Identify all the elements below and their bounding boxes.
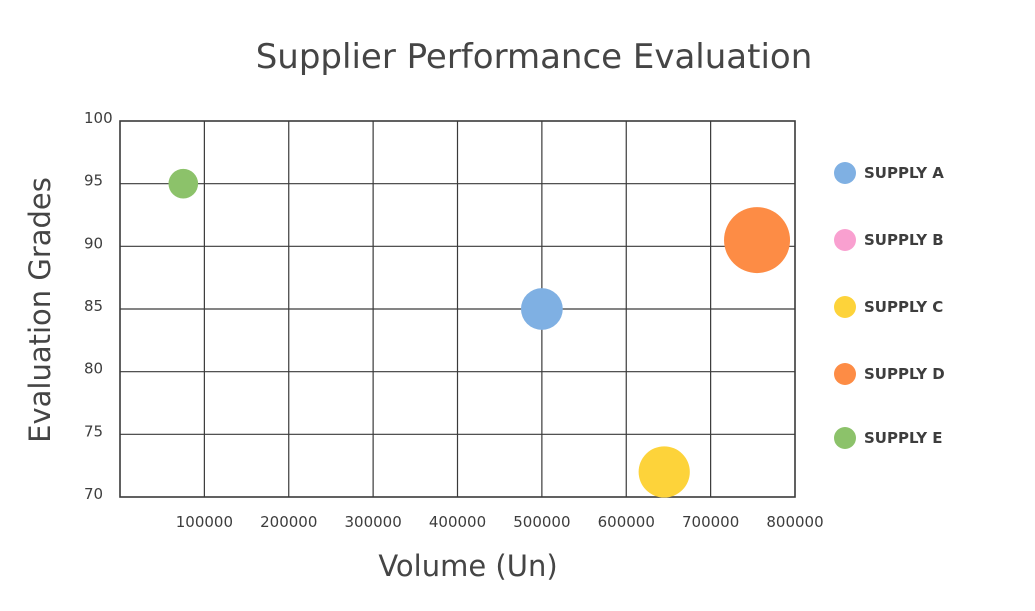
y-axis-title: Evaluation Grades bbox=[23, 177, 57, 443]
y-axis-ticks: 70 75 80 85 90 95 100 bbox=[84, 109, 113, 503]
legend-marker-supply-e bbox=[834, 427, 856, 449]
y-tick-label: 100 bbox=[84, 109, 113, 127]
legend-label-supply-d: SUPPLY D bbox=[864, 365, 945, 383]
legend-label-supply-e: SUPPLY E bbox=[864, 429, 943, 447]
x-tick-label: 200000 bbox=[260, 513, 317, 531]
x-tick-label: 600000 bbox=[598, 513, 655, 531]
grid-lines bbox=[119, 120, 796, 498]
x-axis-title: Volume (Un) bbox=[378, 549, 557, 583]
legend-marker-supply-b bbox=[834, 229, 856, 251]
y-tick-label: 85 bbox=[84, 297, 103, 315]
x-tick-label: 800000 bbox=[766, 513, 823, 531]
legend: SUPPLY A SUPPLY B SUPPLY C SUPPLY D SUPPLY E bbox=[834, 162, 945, 449]
y-tick-label: 90 bbox=[84, 234, 103, 252]
legend-label-supply-c: SUPPLY C bbox=[864, 298, 943, 316]
x-axis-ticks: 100000 200000 300000 400000 500000 600000 7000… bbox=[176, 513, 824, 531]
y-tick-label: 70 bbox=[84, 485, 103, 503]
bubbles bbox=[168, 168, 791, 498]
x-tick-label: 100000 bbox=[176, 513, 233, 531]
x-tick-label: 400000 bbox=[429, 513, 486, 531]
legend-marker-supply-a bbox=[834, 162, 856, 184]
x-tick-label: 700000 bbox=[682, 513, 739, 531]
y-tick-label: 75 bbox=[84, 422, 103, 440]
bubble-supply-a bbox=[520, 288, 563, 330]
legend-label-supply-b: SUPPLY B bbox=[864, 231, 944, 249]
x-tick-label: 500000 bbox=[513, 513, 570, 531]
bubble-supply-c bbox=[638, 446, 690, 498]
bubble-supply-e bbox=[168, 168, 199, 199]
legend-marker-supply-d bbox=[834, 363, 856, 385]
legend-marker-supply-c bbox=[834, 296, 856, 318]
x-tick-label: 300000 bbox=[344, 513, 401, 531]
plot-frame bbox=[119, 120, 796, 498]
legend-label-supply-a: SUPPLY A bbox=[864, 164, 944, 182]
y-tick-label: 80 bbox=[84, 360, 103, 378]
chart-title: Supplier Performance Evaluation bbox=[256, 37, 813, 77]
y-tick-label: 95 bbox=[84, 172, 103, 190]
bubble-supply-d bbox=[724, 207, 791, 274]
